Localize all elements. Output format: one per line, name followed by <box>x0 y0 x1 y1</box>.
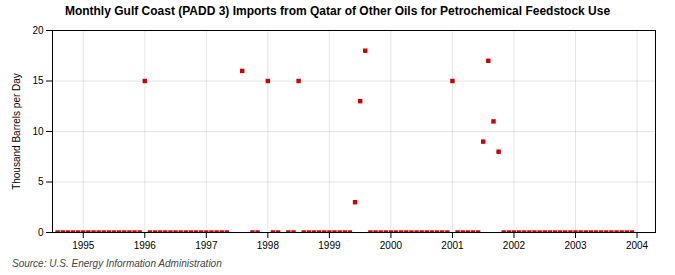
svg-text:5: 5 <box>38 177 44 188</box>
svg-text:0: 0 <box>38 227 44 238</box>
svg-text:15: 15 <box>32 76 44 87</box>
html-text:Source: U.S. Energy Informatio: Source: U.S. Energy Information Administ… <box>12 258 222 270</box>
html-text:Monthly Gulf Coast (PADD 3) Im: Monthly Gulf Coast (PADD 3) Imports from… <box>64 4 611 18</box>
svg-text:1998: 1998 <box>257 240 280 251</box>
svg-text:1999: 1999 <box>318 240 341 251</box>
svg-text:2002: 2002 <box>503 240 526 251</box>
svg-text:2000: 2000 <box>380 240 403 251</box>
svg-text:1995: 1995 <box>72 240 95 251</box>
svg-text:Thousand Barrels per Day: Thousand Barrels per Day <box>11 74 22 191</box>
svg-text:10: 10 <box>32 126 44 137</box>
svg-text:2003: 2003 <box>564 240 587 251</box>
svg-text:20: 20 <box>32 25 44 36</box>
svg-text:1996: 1996 <box>134 240 157 251</box>
svg-text:1997: 1997 <box>195 240 218 251</box>
svg-text:2004: 2004 <box>626 240 649 251</box>
svg-text:2001: 2001 <box>441 240 464 251</box>
